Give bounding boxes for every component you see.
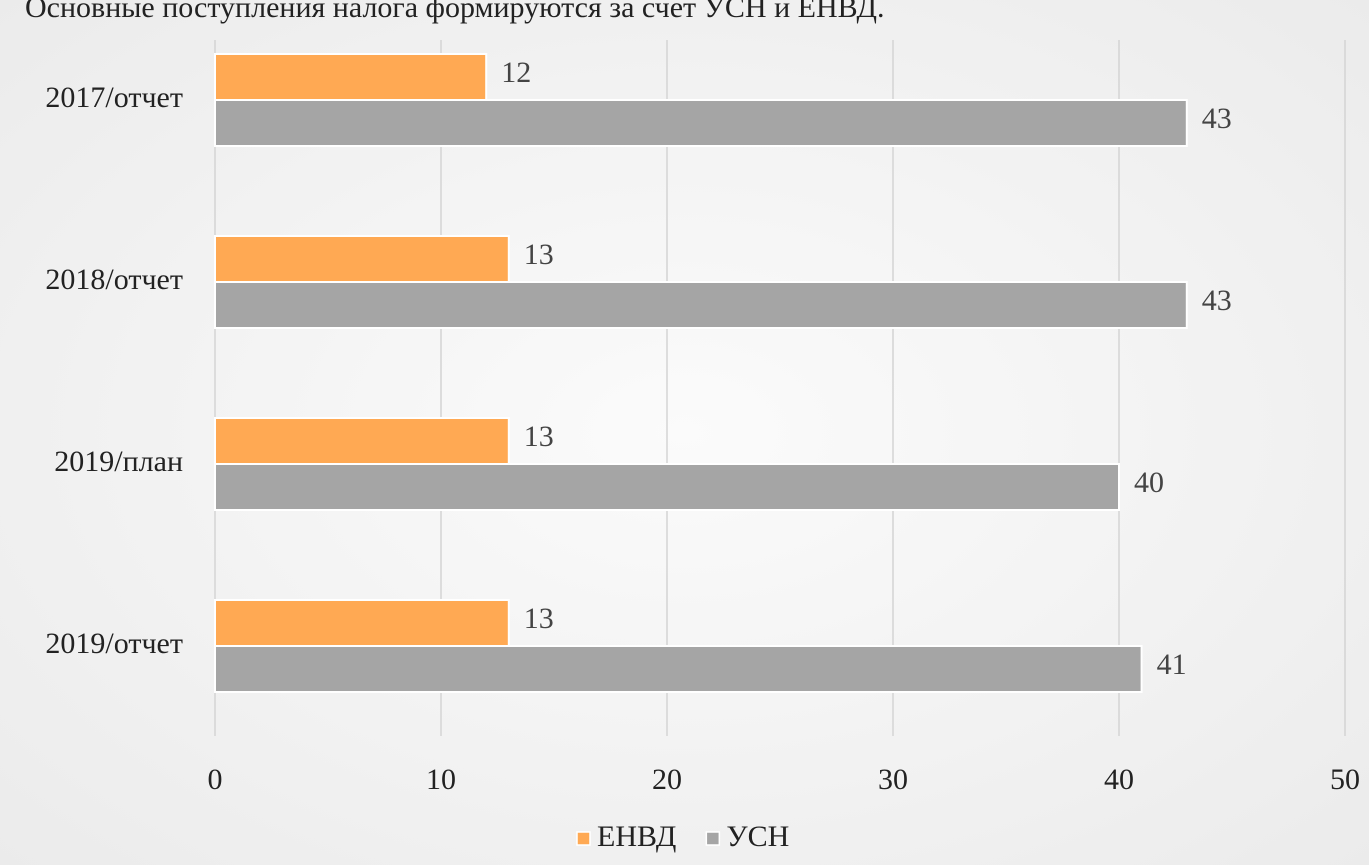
x-tick-label: 0 [208, 763, 223, 796]
legend-label: УСН [726, 820, 789, 853]
data-label: 12 [501, 56, 531, 89]
bar [214, 53, 488, 101]
y-tick-label: 2019/отчет [45, 627, 183, 660]
bar [214, 417, 510, 465]
data-label: 13 [524, 420, 554, 453]
legend-swatch [576, 831, 591, 846]
legend-label: ЕНВД [597, 820, 676, 853]
x-tick-label: 30 [878, 763, 908, 796]
y-tick-label: 2019/план [54, 445, 183, 478]
x-tick-label: 20 [652, 763, 682, 796]
x-tick-label: 40 [1104, 763, 1134, 796]
legend-swatch [705, 831, 721, 846]
y-tick-label: 2017/отчет [45, 81, 183, 114]
x-tick-label: 10 [426, 763, 456, 796]
bar [214, 99, 1188, 147]
chart-title: Основные поступления налога формируются … [25, 0, 884, 24]
bar [214, 463, 1120, 511]
data-label: 13 [524, 238, 554, 271]
data-label: 13 [524, 602, 554, 635]
bar [214, 281, 1188, 329]
bar [214, 235, 510, 283]
data-label: 43 [1202, 102, 1232, 135]
x-tick-label: 50 [1330, 763, 1360, 796]
bar [214, 599, 510, 647]
data-label: 40 [1134, 466, 1164, 499]
data-label: 43 [1202, 284, 1232, 317]
data-label: 41 [1157, 648, 1187, 681]
bar [214, 645, 1143, 693]
y-tick-label: 2018/отчет [45, 263, 183, 296]
